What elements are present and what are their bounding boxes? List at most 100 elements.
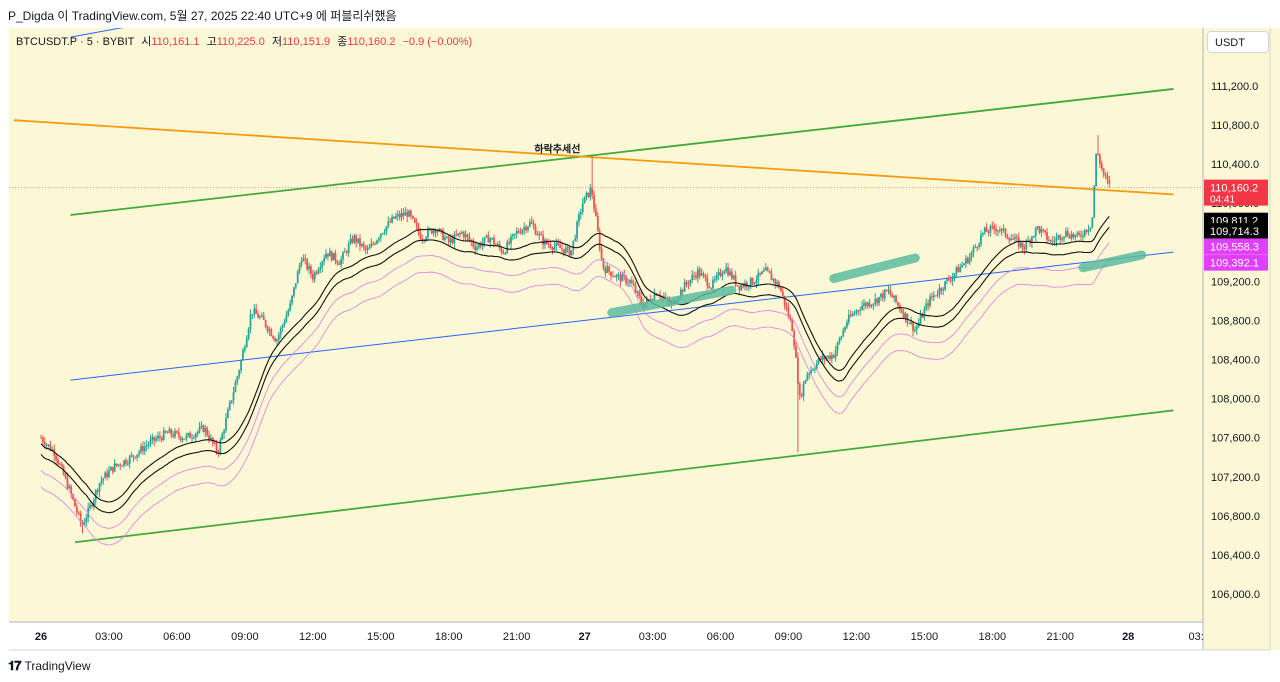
candle-down — [557, 242, 560, 245]
symbol-name[interactable]: BTCUSDT.P · 5 · BYBIT — [16, 36, 135, 48]
candle-up — [100, 480, 103, 484]
candle-up — [840, 336, 843, 340]
price-tick-label: 107,200.0 — [1211, 472, 1260, 484]
candle-down — [730, 271, 733, 279]
time-tick-label: 03: — [1189, 631, 1204, 643]
candle-down — [272, 336, 275, 339]
candle-down — [440, 228, 443, 231]
candle-up — [764, 267, 767, 271]
candle-up — [260, 315, 263, 317]
candle-down — [774, 279, 777, 284]
candle-down — [257, 314, 259, 318]
candle-up — [68, 486, 71, 489]
candle-down — [111, 466, 114, 472]
candle-down — [1044, 230, 1047, 233]
candle-up — [89, 504, 91, 508]
candle-down — [587, 192, 590, 197]
candle-down — [734, 275, 737, 285]
candle-down — [559, 244, 561, 249]
candle-up — [126, 463, 129, 465]
high-value: 110,225.0 — [216, 36, 265, 48]
candle-up — [880, 293, 882, 297]
candle-down — [891, 294, 894, 298]
candle-down — [908, 322, 911, 324]
candle-up — [102, 478, 105, 481]
candle-down — [1104, 174, 1107, 176]
candle-down — [991, 226, 994, 228]
candle-down — [434, 229, 437, 233]
candle-down — [372, 243, 375, 245]
candle-up — [989, 226, 992, 233]
candle-down — [998, 230, 1001, 232]
candle-up — [802, 383, 805, 397]
candle-down — [1042, 229, 1045, 231]
candle-up — [162, 430, 165, 441]
candle-down — [304, 258, 307, 260]
candle-up — [485, 235, 488, 238]
candle-down — [262, 315, 265, 320]
candle-up — [1074, 234, 1077, 238]
candle-up — [1010, 238, 1013, 241]
open-value: 110,161.1 — [151, 36, 200, 48]
candle-down — [1100, 163, 1103, 169]
candle-up — [317, 269, 320, 274]
candle-down — [889, 290, 892, 295]
candle-down — [832, 355, 835, 358]
candle-up — [1093, 186, 1096, 218]
candle-down — [630, 280, 633, 284]
time-tick-label: 03:00 — [95, 631, 123, 643]
candle-up — [808, 373, 811, 375]
candle-down — [795, 345, 797, 358]
currency-selector[interactable]: USDT — [1207, 31, 1269, 53]
candle-up — [915, 327, 918, 330]
candle-up — [279, 328, 282, 335]
candle-up — [453, 234, 456, 244]
candle-up — [1070, 234, 1073, 239]
candle-down — [1006, 235, 1009, 239]
candle-up — [978, 244, 980, 248]
candle-up — [308, 266, 310, 270]
candle-down — [270, 329, 273, 337]
candle-up — [904, 313, 907, 318]
candle-up — [277, 334, 280, 340]
candle-up — [87, 507, 90, 518]
candle-up — [763, 270, 765, 272]
candle-up — [221, 433, 224, 440]
candle-up — [349, 238, 352, 244]
candle-up — [627, 282, 629, 284]
candle-down — [897, 302, 899, 306]
price-tag-label: 109,714.3 — [1210, 226, 1259, 238]
candle-up — [138, 451, 141, 455]
change-value: −0.9 (−0.00%) — [402, 36, 473, 48]
candle-down — [479, 243, 482, 247]
candle-up — [168, 429, 171, 433]
candle-up — [51, 449, 54, 451]
candle-up — [1031, 236, 1033, 243]
candle-up — [872, 303, 875, 306]
time-tick-label: 12:00 — [843, 631, 871, 643]
candle-down — [708, 286, 711, 288]
symbol-legend[interactable]: BTCUSDT.P · 5 · BYBIT 시110,161.1 고110,22… — [16, 33, 472, 49]
candle-down — [206, 428, 208, 436]
candle-down — [864, 303, 867, 307]
time-tick-label: 27 — [578, 631, 590, 643]
candle-down — [134, 456, 137, 458]
candle-up — [444, 237, 446, 241]
candle-up — [298, 265, 301, 272]
candle-up — [368, 247, 371, 250]
time-tick-label: 21:00 — [1046, 631, 1074, 643]
candle-up — [740, 285, 743, 291]
candle-down — [472, 241, 475, 247]
candle-up — [408, 210, 410, 217]
candle-down — [374, 243, 376, 245]
price-tick-label: 108,800.0 — [1211, 315, 1260, 327]
candle-down — [608, 266, 611, 272]
candle-up — [861, 305, 863, 311]
candle-up — [636, 291, 639, 293]
candle-up — [755, 280, 758, 283]
candle-down — [66, 477, 69, 489]
candle-down — [829, 355, 831, 360]
candle-down — [957, 267, 960, 273]
